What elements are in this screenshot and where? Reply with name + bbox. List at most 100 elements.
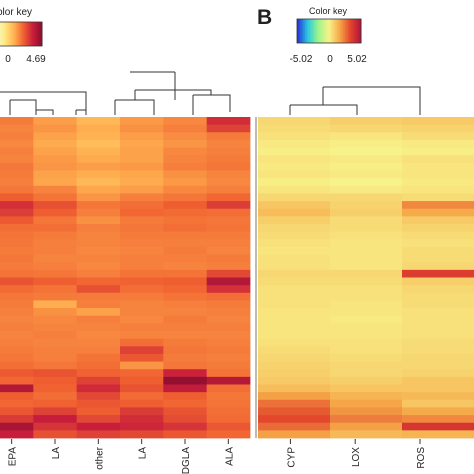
panel-a-heatmap-cell xyxy=(163,277,208,286)
panel-a-heatmap-cell xyxy=(76,292,121,301)
panel-a-heatmap-cell xyxy=(163,353,208,362)
panel-b-heatmap-cell xyxy=(330,308,403,317)
panel-b-color-key-swatch xyxy=(351,19,354,43)
panel-b-heatmap-cell xyxy=(258,346,331,355)
panel-b-heatmap-cell xyxy=(258,384,331,393)
panel-a-heatmap-cell xyxy=(76,353,121,362)
panel-a-heatmap-cell xyxy=(163,292,208,301)
panel-b-heatmap-cell xyxy=(330,338,403,347)
panel-a-heatmap-cell xyxy=(163,124,208,133)
panel-b-color-key-swatch xyxy=(311,19,314,43)
panel-a-heatmap-cell xyxy=(76,139,121,148)
panel-a-heatmap-cell xyxy=(76,384,121,393)
panel-a-heatmap-cell xyxy=(206,246,251,255)
panel-b-heatmap-cell xyxy=(258,308,331,317)
panel-a-heatmap-cell xyxy=(33,346,78,355)
panel-b-heatmap-cell xyxy=(258,269,331,278)
panel-a-color-key-tick-0: 0 xyxy=(5,54,11,65)
panel-a-color-key-swatch xyxy=(14,22,17,46)
panel-a-heatmap-cell xyxy=(33,178,78,187)
panel-a-heatmap-cell xyxy=(120,269,164,278)
panel-b-color-key-swatch xyxy=(305,19,308,43)
panel-a-color-key-swatch xyxy=(12,22,14,46)
panel-b-column-label: LOX xyxy=(351,447,362,467)
panel-a-heatmap-cell xyxy=(76,285,121,294)
panel-a-heatmap-cell xyxy=(33,155,78,164)
panel-b-heatmap-cell xyxy=(330,239,403,248)
panel-a-heatmap-cell xyxy=(76,323,121,332)
panel-a-heatmap-cell xyxy=(163,399,208,408)
panel-a-heatmap-cell xyxy=(33,201,78,210)
panel-a-heatmap-cell xyxy=(120,331,164,340)
panel-a-heatmap-cell xyxy=(0,178,34,187)
panel-a-heatmap-cell xyxy=(206,399,251,408)
panel-a-heatmap-cell xyxy=(163,246,208,255)
panel-a-heatmap-cell xyxy=(0,285,34,294)
panel-b-heatmap-cell xyxy=(258,201,331,210)
panel-b-heatmap-cell xyxy=(402,124,474,133)
panel-a-heatmap-cell xyxy=(120,430,164,439)
panel-b-column-label: ROS xyxy=(416,447,427,469)
panel-a-color-key-swatch xyxy=(37,22,40,46)
panel-a-heatmap-cell xyxy=(206,323,251,332)
panel-a-heatmap-cell xyxy=(0,162,34,171)
panel-a-heatmap-cell xyxy=(120,178,164,187)
panel-b-heatmap-cell xyxy=(330,254,403,263)
panel-b-heatmap-cell xyxy=(258,124,331,133)
panel-a-heatmap-cell xyxy=(33,185,78,194)
panel-a-heatmap-cell xyxy=(0,254,34,263)
panel-b-heatmap-cell xyxy=(402,117,474,126)
panel-b-heatmap-cell xyxy=(330,193,403,202)
panel-b-dendrogram xyxy=(289,86,421,115)
panel-b-heatmap-cell xyxy=(402,353,474,362)
panel-a-color-key-swatch xyxy=(16,22,19,46)
panel-a-heatmap-cell xyxy=(76,185,121,194)
panel-b-heatmap-cell xyxy=(258,155,331,164)
panel-a-heatmap-cell xyxy=(206,262,251,271)
panel-b-heatmap-cell xyxy=(330,430,403,439)
panel-a-heatmap-cell xyxy=(163,231,208,240)
panel-a-heatmap-cell xyxy=(76,216,121,225)
panel-a-heatmap-cell xyxy=(33,170,78,179)
panel-b-heatmap-cell xyxy=(330,224,403,233)
panel-b-heatmap-cell xyxy=(330,376,403,385)
panel-a-heatmap-cell xyxy=(206,269,251,278)
panel-a-heatmap-cell xyxy=(120,117,164,126)
panel-a-column-label: LA xyxy=(51,447,62,460)
panel-a-heatmap-cell xyxy=(120,292,164,301)
panel-a-heatmap-cell xyxy=(0,353,34,362)
panel-a-heatmap-cell xyxy=(120,376,164,385)
panel-b-color-key-swatch xyxy=(309,19,312,43)
panel-a-color-key-swatch xyxy=(23,22,26,46)
panel-b-heatmap-cell xyxy=(258,216,331,225)
panel-b-heatmap-cell xyxy=(258,239,331,248)
panel-b-heatmap-cell xyxy=(258,392,331,401)
panel-b-color-key-swatch xyxy=(322,19,325,43)
panel-a-heatmap-cell xyxy=(163,201,208,210)
panel-a-heatmap-cell xyxy=(163,331,208,340)
panel-b-heatmap-cell xyxy=(402,246,474,255)
panel-a-heatmap-cell xyxy=(120,369,164,378)
panel-a-heatmap-cell xyxy=(0,139,34,148)
panel-a-heatmap-cell xyxy=(0,407,34,416)
panel-b-heatmap-cell xyxy=(402,162,474,171)
panel-a-heatmap-cell xyxy=(206,292,251,301)
panel-a-heatmap-cell xyxy=(33,384,78,393)
panel-a-color-key-swatch xyxy=(22,22,25,46)
panel-b-color-key-swatch xyxy=(308,19,311,43)
panel-b-heatmap-cell xyxy=(258,170,331,179)
panel-b-heatmap-cell xyxy=(330,353,403,362)
panel-b-heatmap-cell xyxy=(258,353,331,362)
panel-a-heatmap-cell xyxy=(0,185,34,194)
panel-a-heatmap-cell xyxy=(163,430,208,439)
panel-a-heatmap-cell xyxy=(163,147,208,156)
panel-a-heatmap-cell xyxy=(0,308,34,317)
panel-b-heatmap-cell xyxy=(258,415,331,424)
panel-a-heatmap-cell xyxy=(206,117,251,126)
panel-a-heatmap-cell xyxy=(76,315,121,324)
panel-a-heatmap-cell xyxy=(206,254,251,263)
panel-a-heatmap-cell xyxy=(163,361,208,370)
panel-b-heatmap-cell xyxy=(402,269,474,278)
panel-b-heatmap-cell xyxy=(402,185,474,194)
panel-a-heatmap-cell xyxy=(33,162,78,171)
